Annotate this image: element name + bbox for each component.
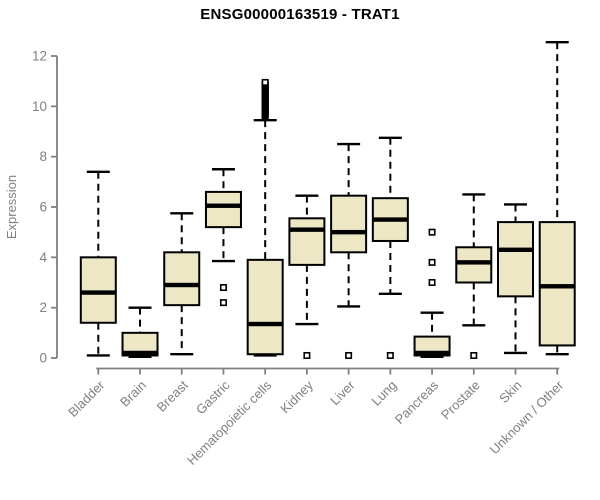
- iqr-box: [330, 194, 368, 254]
- chart-title: ENSG00000163519 - TRAT1: [200, 6, 400, 23]
- x-tick-label-pancreas: Pancreas: [392, 377, 442, 427]
- iqr-box: [497, 221, 534, 298]
- box-pancreas: [413, 228, 451, 358]
- outlier-point: [219, 284, 227, 292]
- x-tick-label-gastric: Gastric: [193, 377, 233, 417]
- median-line: [122, 350, 158, 356]
- y-tick-label-4: 4: [39, 250, 47, 265]
- median-line: [289, 227, 325, 232]
- outlier-point: [303, 351, 311, 359]
- outlier-point: [428, 258, 436, 266]
- median-line: [498, 247, 533, 252]
- median-line: [539, 284, 575, 289]
- y-tick-label-0: 0: [39, 351, 47, 366]
- outlier-point: [386, 351, 394, 359]
- iqr-box: [79, 256, 117, 324]
- x-tick-label-prostate: Prostate: [438, 378, 483, 423]
- x-tick-label-breast: Breast: [154, 377, 191, 414]
- iqr-box: [163, 251, 201, 307]
- y-axis-title: Expression: [4, 175, 19, 239]
- outlier-point: [261, 78, 269, 86]
- iqr-box: [204, 190, 242, 229]
- x-tick-label-skin: Skin: [496, 378, 524, 406]
- median-line: [205, 203, 241, 208]
- median-line: [331, 229, 367, 235]
- box-hematopoietic-cells: [246, 78, 284, 357]
- y-tick-label-2: 2: [39, 300, 47, 315]
- outlier-point: [428, 228, 436, 236]
- box-brain: [121, 306, 159, 358]
- median-line: [80, 290, 116, 295]
- x-tick-label-kidney: Kidney: [277, 377, 316, 416]
- iqr-box: [413, 335, 451, 357]
- x-tick-label-liver: Liver: [327, 377, 358, 408]
- box-lung: [371, 136, 409, 359]
- median-line: [414, 350, 450, 356]
- iqr-box: [455, 246, 493, 284]
- iqr-box: [246, 258, 284, 356]
- y-tick-label-10: 10: [32, 99, 47, 114]
- iqr-box: [288, 217, 326, 266]
- median-line: [247, 321, 283, 327]
- box-unknown-other: [538, 40, 576, 356]
- box-prostate: [455, 193, 493, 359]
- median-line: [456, 260, 492, 265]
- box-bladder: [79, 170, 117, 357]
- x-tick-label-brain: Brain: [117, 378, 149, 410]
- outlier-point: [219, 299, 227, 307]
- iqr-box: [121, 331, 159, 357]
- y-tick-label-6: 6: [39, 200, 47, 215]
- outlier-point: [428, 278, 436, 286]
- box-skin: [497, 203, 534, 355]
- outlier-point: [345, 351, 353, 359]
- box-liver: [330, 142, 368, 359]
- x-tick-label-bladder: Bladder: [65, 377, 108, 420]
- y-tick-label-8: 8: [39, 149, 47, 164]
- iqr-box: [538, 221, 576, 347]
- outlier-point: [470, 351, 478, 359]
- median-line: [372, 217, 408, 222]
- y-tick-label-12: 12: [32, 49, 47, 64]
- median-line: [164, 282, 200, 288]
- box-gastric: [204, 168, 242, 307]
- x-tick-label-unknown-other: Unknown / Other: [487, 377, 567, 457]
- box-breast: [163, 212, 201, 356]
- box-kidney: [288, 194, 326, 359]
- x-tick-label-lung: Lung: [368, 378, 399, 409]
